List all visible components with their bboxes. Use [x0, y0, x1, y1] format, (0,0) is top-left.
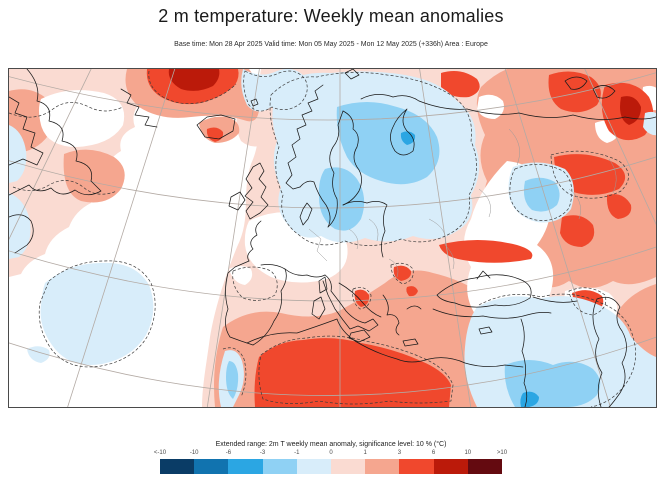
colorbar-tick-label: 1 — [363, 450, 367, 456]
colorbar-legend: Extended range: 2m T weekly mean anomaly… — [154, 441, 507, 474]
colorbar-tick-label: <-10 — [153, 450, 167, 456]
anomaly-map — [8, 68, 657, 408]
colorbar-ticks: <-10 -10 -6 -3 -1 0 1 3 6 10 >10 — [154, 450, 507, 458]
colorbar-tick-label: 0 — [329, 450, 333, 456]
colorbar-segment — [365, 459, 400, 474]
colorbar-segment — [467, 459, 503, 474]
coastline-layer — [9, 69, 656, 407]
colorbar-segment — [262, 459, 297, 474]
anomaly-fill-layer — [9, 69, 656, 407]
colorbar-title: Extended range: 2m T weekly mean anomaly… — [215, 441, 447, 448]
colorbar-tick-label: 3 — [397, 450, 402, 456]
colorbar-tick-label: -10 — [189, 450, 199, 456]
colorbar-tick-label: 6 — [431, 450, 436, 456]
colorbar-tick-label: -3 — [259, 450, 266, 456]
colorbar-segment — [331, 459, 366, 474]
chart-title: 2 m temperature: Weekly mean anomalies — [158, 6, 504, 26]
chart-subtitle: Base time: Mon 28 Apr 2025 Valid time: M… — [174, 41, 488, 48]
colorbar-segment — [228, 459, 263, 474]
colorbar-tick-label: 10 — [464, 450, 472, 456]
colorbar-segment — [433, 459, 468, 474]
colorbar-tick-label: -1 — [294, 450, 300, 456]
colorbar-segment — [160, 459, 195, 474]
colorbar-segment — [194, 459, 229, 474]
anomaly-map-svg — [9, 69, 656, 407]
colorbar — [160, 459, 503, 474]
colorbar-segment — [296, 459, 332, 474]
colorbar-tick-label: >10 — [496, 450, 508, 456]
colorbar-tick-label: -6 — [225, 450, 232, 456]
colorbar-segment — [399, 459, 434, 474]
